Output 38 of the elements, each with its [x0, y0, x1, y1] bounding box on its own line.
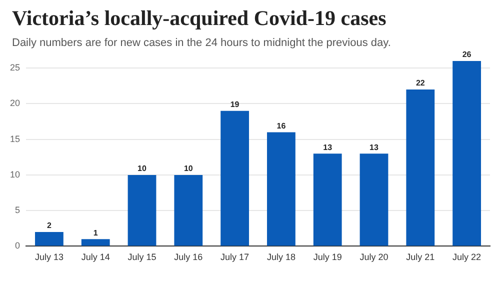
- bar: [220, 110, 250, 246]
- chart-subtitle: Daily numbers are for new cases in the 24 hours to midnight the previous day.: [12, 37, 392, 49]
- x-tick-label: July 17: [220, 252, 250, 262]
- data-label: 10: [184, 164, 194, 174]
- x-tick-label: July 13: [34, 252, 64, 262]
- bar: [267, 132, 296, 246]
- bar: [360, 154, 388, 246]
- bar: [35, 232, 64, 246]
- x-tick-label: July 22: [452, 252, 482, 262]
- chart-title: Victoria’s locally-acquired Covid-19 cases: [12, 6, 388, 31]
- bar: [406, 89, 435, 246]
- data-label: 19: [230, 100, 240, 110]
- x-tick-label: July 14: [81, 252, 110, 262]
- x-tick-label: July 15: [128, 252, 156, 262]
- y-tick-label: 20: [10, 98, 20, 108]
- y-tick-label: 15: [10, 134, 20, 144]
- y-tick-label: 25: [10, 62, 20, 73]
- y-tick-label: 5: [14, 205, 20, 216]
- data-label: 13: [370, 142, 379, 152]
- y-tick-label: 10: [10, 169, 20, 180]
- data-label: 2: [46, 221, 52, 230]
- x-tick-label: July 16: [174, 252, 203, 262]
- bar: [128, 174, 156, 246]
- x-tick-label: July 21: [406, 252, 435, 262]
- y-tick-label: 0: [14, 240, 20, 251]
- bar: [174, 174, 203, 246]
- data-label: 1: [93, 228, 98, 238]
- data-label: 22: [416, 78, 426, 88]
- data-label: 26: [462, 50, 472, 60]
- bar: [313, 154, 342, 246]
- bar: [81, 239, 110, 246]
- data-label: 16: [276, 121, 286, 130]
- x-tick-label: July 20: [360, 252, 388, 262]
- data-label: 10: [138, 164, 148, 174]
- x-tick-label: July 18: [266, 252, 296, 262]
- data-label: 13: [323, 142, 333, 152]
- bar: [452, 61, 481, 246]
- x-tick-label: July 19: [313, 252, 342, 262]
